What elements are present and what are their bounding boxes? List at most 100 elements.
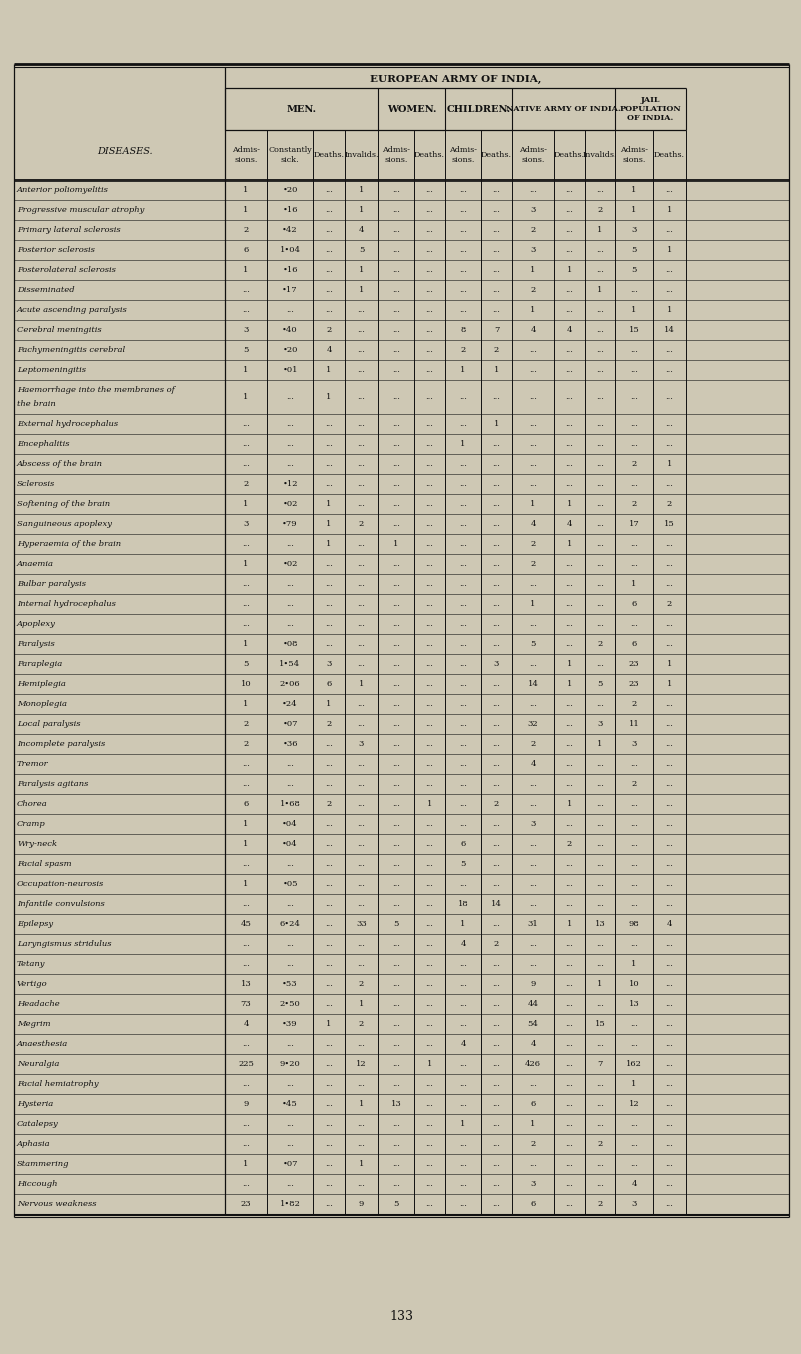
Text: ...: ... bbox=[392, 620, 400, 628]
Text: ...: ... bbox=[325, 821, 333, 829]
Text: ...: ... bbox=[459, 821, 467, 829]
Text: ...: ... bbox=[459, 206, 467, 214]
Text: ...: ... bbox=[529, 880, 537, 888]
Text: ...: ... bbox=[357, 347, 365, 353]
Text: 31: 31 bbox=[528, 921, 538, 929]
Text: ...: ... bbox=[357, 700, 365, 708]
Text: ...: ... bbox=[459, 481, 467, 489]
Text: 1: 1 bbox=[244, 393, 248, 401]
Text: ...: ... bbox=[666, 700, 674, 708]
Text: ...: ... bbox=[459, 741, 467, 749]
Text: 3: 3 bbox=[631, 741, 637, 749]
Text: 2: 2 bbox=[530, 226, 536, 234]
Text: 23: 23 bbox=[629, 681, 639, 688]
Text: ...: ... bbox=[425, 326, 433, 334]
Text: ...: ... bbox=[242, 1080, 250, 1089]
Text: ...: ... bbox=[566, 1060, 574, 1068]
Text: ...: ... bbox=[459, 681, 467, 688]
Text: Admis-
sions.: Admis- sions. bbox=[382, 146, 410, 164]
Text: 1: 1 bbox=[567, 681, 572, 688]
Text: ...: ... bbox=[493, 860, 501, 868]
Text: ...: ... bbox=[459, 265, 467, 274]
Text: ...: ... bbox=[596, 1040, 604, 1048]
Text: •01: •01 bbox=[282, 366, 298, 374]
Text: 1: 1 bbox=[631, 306, 637, 314]
Text: ...: ... bbox=[392, 1060, 400, 1068]
Text: 1•54: 1•54 bbox=[280, 661, 300, 669]
Text: ...: ... bbox=[392, 420, 400, 428]
Text: Softening of the brain: Softening of the brain bbox=[17, 501, 110, 508]
Text: ...: ... bbox=[425, 620, 433, 628]
Text: 9: 9 bbox=[244, 1101, 248, 1109]
Text: ...: ... bbox=[357, 1140, 365, 1148]
Text: ...: ... bbox=[630, 481, 638, 489]
Text: 8: 8 bbox=[461, 326, 465, 334]
Text: ...: ... bbox=[596, 1001, 604, 1009]
Text: ...: ... bbox=[566, 960, 574, 968]
Text: ...: ... bbox=[666, 841, 674, 849]
Text: ...: ... bbox=[357, 326, 365, 334]
Text: 1: 1 bbox=[666, 206, 672, 214]
Text: ...: ... bbox=[596, 1181, 604, 1189]
Text: ...: ... bbox=[425, 393, 433, 401]
Text: ...: ... bbox=[493, 600, 501, 608]
Text: ...: ... bbox=[596, 1160, 604, 1169]
Text: ...: ... bbox=[566, 1181, 574, 1189]
Text: ...: ... bbox=[566, 1021, 574, 1029]
Text: ...: ... bbox=[425, 347, 433, 353]
Text: ...: ... bbox=[630, 880, 638, 888]
Text: ...: ... bbox=[630, 540, 638, 548]
Text: ...: ... bbox=[286, 440, 294, 448]
Text: ...: ... bbox=[392, 1120, 400, 1128]
Text: ...: ... bbox=[493, 841, 501, 849]
Text: ...: ... bbox=[493, 1040, 501, 1048]
Text: •79: •79 bbox=[282, 520, 298, 528]
Text: ...: ... bbox=[392, 681, 400, 688]
Text: ...: ... bbox=[425, 700, 433, 708]
Text: 1: 1 bbox=[666, 246, 672, 255]
Text: ...: ... bbox=[242, 440, 250, 448]
Text: ...: ... bbox=[357, 800, 365, 808]
Text: 1: 1 bbox=[359, 206, 364, 214]
Text: ...: ... bbox=[286, 581, 294, 589]
Text: ...: ... bbox=[325, 640, 333, 649]
Text: 1: 1 bbox=[666, 306, 672, 314]
Text: ...: ... bbox=[325, 960, 333, 968]
Text: ...: ... bbox=[529, 800, 537, 808]
Text: 1: 1 bbox=[244, 561, 248, 569]
Text: ...: ... bbox=[566, 185, 574, 194]
Text: 3: 3 bbox=[493, 661, 499, 669]
Text: 1: 1 bbox=[530, 600, 536, 608]
Text: ...: ... bbox=[566, 347, 574, 353]
Text: ...: ... bbox=[459, 1140, 467, 1148]
Text: ...: ... bbox=[459, 460, 467, 468]
Text: ...: ... bbox=[425, 581, 433, 589]
Text: ...: ... bbox=[566, 440, 574, 448]
Text: ...: ... bbox=[286, 1140, 294, 1148]
Text: ...: ... bbox=[493, 1160, 501, 1169]
Text: 1: 1 bbox=[567, 501, 572, 508]
Text: •02: •02 bbox=[282, 561, 298, 569]
Text: ...: ... bbox=[596, 761, 604, 769]
Text: ...: ... bbox=[666, 1201, 674, 1208]
Text: ...: ... bbox=[392, 286, 400, 294]
Text: ...: ... bbox=[596, 620, 604, 628]
Text: 33: 33 bbox=[356, 921, 367, 929]
Text: Disseminated: Disseminated bbox=[17, 286, 74, 294]
Text: ...: ... bbox=[392, 1080, 400, 1089]
Text: ...: ... bbox=[596, 1120, 604, 1128]
Text: ...: ... bbox=[493, 501, 501, 508]
Text: Chorea: Chorea bbox=[17, 800, 48, 808]
Text: 4: 4 bbox=[567, 520, 572, 528]
Text: ...: ... bbox=[357, 600, 365, 608]
Text: •04: •04 bbox=[282, 841, 298, 849]
Text: ...: ... bbox=[392, 185, 400, 194]
Text: •45: •45 bbox=[282, 1101, 298, 1109]
Text: •40: •40 bbox=[282, 326, 298, 334]
Text: Internal hydrocephalus: Internal hydrocephalus bbox=[17, 600, 116, 608]
Text: ...: ... bbox=[566, 393, 574, 401]
Text: 1: 1 bbox=[631, 581, 637, 589]
Text: 3: 3 bbox=[326, 661, 332, 669]
Text: ...: ... bbox=[566, 741, 574, 749]
Text: ...: ... bbox=[425, 1001, 433, 1009]
